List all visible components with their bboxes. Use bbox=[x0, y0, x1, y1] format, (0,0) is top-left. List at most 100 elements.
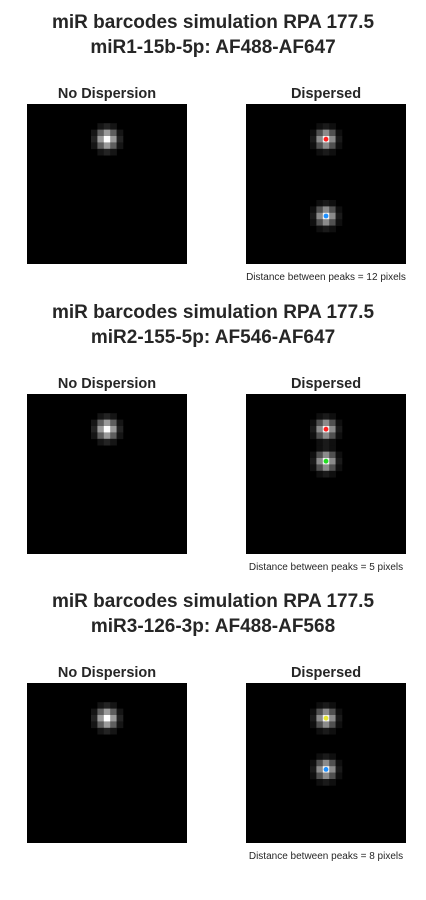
spot-pixel bbox=[91, 715, 98, 722]
spot-pixel bbox=[91, 426, 98, 433]
dispersed-svg bbox=[310, 413, 343, 478]
spot-pixel bbox=[329, 225, 336, 233]
spot-pixel bbox=[316, 727, 324, 735]
panel-title-line1: miR barcodes simulation RPA 177.5 bbox=[51, 591, 375, 612]
spot-pixel bbox=[110, 702, 117, 709]
spot-pixel bbox=[322, 438, 330, 446]
spot-pixel bbox=[322, 779, 330, 786]
spot-pixel bbox=[310, 206, 317, 214]
panel-1: miR barcodes simulation RPA 177.5 miR1-1… bbox=[0, 0, 426, 290]
spot-pixel bbox=[310, 136, 317, 143]
spot-pixel bbox=[116, 715, 124, 722]
spot-pixel bbox=[310, 715, 317, 722]
panel-3: miR barcodes simulation RPA 177.5 miR3-1… bbox=[0, 579, 426, 869]
no-dispersion-label: No Dispersion bbox=[57, 376, 157, 392]
spot-pixel bbox=[110, 715, 117, 722]
spot-pixel bbox=[316, 136, 324, 143]
spot-pixel bbox=[335, 142, 343, 150]
spot-pixel bbox=[335, 212, 343, 220]
spot-pixel bbox=[116, 721, 124, 729]
panel-title-line2: miR2-155-5p: AF546-AF647 bbox=[90, 327, 336, 348]
panel-title-line2: miR3-126-3p: AF488-AF568 bbox=[90, 616, 336, 637]
spot-pixel bbox=[335, 772, 343, 780]
spot-pixel bbox=[316, 426, 324, 433]
spot-pixel bbox=[329, 200, 336, 207]
spot-pixel bbox=[316, 753, 324, 761]
spot-pixel bbox=[110, 129, 117, 137]
spot-pixel bbox=[316, 451, 324, 459]
spot-pixel bbox=[322, 148, 330, 156]
no-dispersion-svg bbox=[91, 702, 124, 735]
spot-pixel bbox=[316, 702, 324, 709]
spot-pixel bbox=[103, 702, 111, 709]
spot-pixel bbox=[316, 458, 324, 465]
spot-pixel bbox=[310, 419, 317, 427]
panel-2: miR barcodes simulation RPA 177.5 miR2-1… bbox=[0, 290, 426, 580]
spot-pixel bbox=[310, 219, 317, 226]
spot-pixel bbox=[329, 464, 336, 472]
spot-pixel bbox=[103, 148, 111, 156]
spot-pixel bbox=[335, 464, 343, 472]
spot-pixel bbox=[103, 438, 111, 446]
spot-pixel bbox=[116, 426, 124, 433]
spot-pixel bbox=[103, 142, 111, 150]
spot-pixel bbox=[97, 721, 105, 729]
dispersed-svg bbox=[310, 702, 343, 786]
spot-pixel bbox=[116, 142, 124, 150]
spot-pixel bbox=[316, 219, 324, 226]
spot-pixel bbox=[110, 148, 117, 156]
no-dispersion-image bbox=[27, 394, 187, 554]
spot-pixel bbox=[322, 727, 330, 735]
spot-pixel bbox=[329, 419, 336, 427]
dispersed-label: Dispersed bbox=[290, 376, 362, 392]
spot-pixel bbox=[316, 445, 324, 452]
spot-pixel bbox=[316, 759, 324, 767]
spot-pixel bbox=[310, 426, 317, 433]
spot-pixel bbox=[97, 123, 105, 130]
spot-pixel bbox=[97, 727, 105, 735]
spot-pixel bbox=[91, 142, 98, 150]
no-dispersion-image bbox=[27, 683, 187, 843]
spot-pixel bbox=[97, 432, 105, 440]
spot-pixel bbox=[316, 721, 324, 729]
peak-marker bbox=[323, 767, 329, 772]
spot-pixel bbox=[316, 225, 324, 233]
spot-pixel bbox=[110, 708, 117, 716]
spot-pixel bbox=[316, 419, 324, 427]
spot-pixel bbox=[310, 721, 317, 729]
panel-title-line2: miR1-15b-5p: AF488-AF647 bbox=[90, 37, 336, 58]
spot-pixel bbox=[329, 438, 336, 446]
spot-pixel bbox=[329, 702, 336, 709]
dispersed-image bbox=[246, 394, 406, 554]
spot-pixel bbox=[103, 426, 111, 433]
spot-pixel bbox=[335, 136, 343, 143]
spot-pixel bbox=[335, 206, 343, 214]
spot-pixel bbox=[322, 470, 330, 478]
spot-pixel bbox=[329, 458, 336, 465]
spot-pixel bbox=[310, 129, 317, 137]
spot-pixel bbox=[329, 708, 336, 716]
spot-pixel bbox=[310, 708, 317, 716]
spot-pixel bbox=[310, 212, 317, 220]
no-dispersion-svg bbox=[91, 413, 124, 446]
peak-marker bbox=[323, 715, 329, 721]
spot-pixel bbox=[91, 419, 98, 427]
spot-pixel bbox=[322, 721, 330, 729]
spot-pixel bbox=[97, 702, 105, 709]
spot-pixel bbox=[335, 129, 343, 137]
no-dispersion-label: No Dispersion bbox=[57, 665, 157, 681]
spot-pixel bbox=[329, 766, 336, 773]
spot-pixel bbox=[316, 129, 324, 137]
spot-pixel bbox=[316, 200, 324, 207]
spot-pixel bbox=[116, 136, 124, 143]
spot-pixel bbox=[316, 708, 324, 716]
dispersed-image bbox=[246, 104, 406, 264]
spot-pixel bbox=[335, 426, 343, 433]
spot-pixel bbox=[110, 136, 117, 143]
spot-pixel bbox=[91, 432, 98, 440]
spot-pixel bbox=[335, 766, 343, 773]
spot-pixel bbox=[329, 715, 336, 722]
spot-pixel bbox=[329, 727, 336, 735]
dispersed-svg bbox=[310, 123, 343, 233]
spot-pixel bbox=[335, 715, 343, 722]
